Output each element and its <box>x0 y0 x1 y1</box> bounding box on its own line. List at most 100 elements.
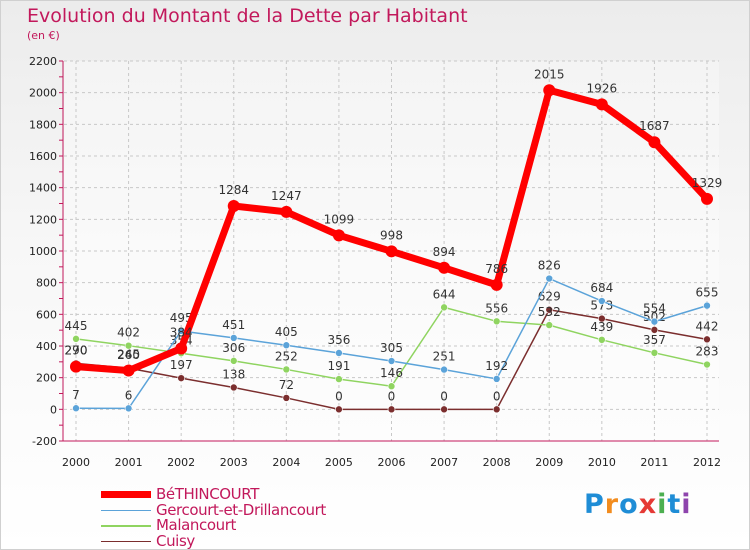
data-label-gercourt-et-drillancourt: 356 <box>327 333 350 347</box>
legend-swatch <box>101 509 151 511</box>
data-point-gercourt-et-drillancourt <box>545 274 554 283</box>
data-label-malancourt: 252 <box>275 349 298 363</box>
data-point-malancourt <box>387 382 396 391</box>
data-point-b-thincourt <box>648 136 661 149</box>
data-label-b-thincourt: 1099 <box>324 212 355 226</box>
logo-letter: x <box>638 489 658 520</box>
y-tick-label: 0 <box>50 403 57 416</box>
data-point-malancourt <box>703 360 711 369</box>
data-point-gercourt-et-drillancourt <box>387 357 396 365</box>
x-tick-label: 2009 <box>535 456 563 469</box>
data-point-cuisy <box>598 314 606 323</box>
data-label-b-thincourt: 786 <box>485 262 508 276</box>
legend-swatch <box>101 540 151 542</box>
data-point-gercourt-et-drillancourt <box>492 375 501 383</box>
y-tick-label: 400 <box>36 340 57 353</box>
data-point-malancourt <box>598 336 606 344</box>
logo-letter: P <box>584 489 605 520</box>
data-label-b-thincourt: 1926 <box>587 81 618 95</box>
legend-label: BéTHINCOURT <box>156 485 259 503</box>
data-point-cuisy <box>545 305 554 314</box>
data-label-malancourt: 532 <box>538 305 561 319</box>
data-label-cuisy: 0 <box>388 389 396 403</box>
data-label-b-thincourt: 1329 <box>692 176 723 190</box>
x-tick-label: 2012 <box>693 456 721 469</box>
data-label-b-thincourt: 1247 <box>271 189 302 203</box>
data-label-cuisy: 260 <box>117 348 140 362</box>
data-label-cuisy: 442 <box>696 319 719 333</box>
data-point-gercourt-et-drillancourt <box>229 334 238 342</box>
data-label-gercourt-et-drillancourt: 826 <box>538 259 561 273</box>
data-point-cuisy <box>229 383 238 392</box>
data-point-b-thincourt <box>332 229 345 242</box>
legend-swatch <box>101 525 151 527</box>
data-label-b-thincourt: 1687 <box>639 119 670 133</box>
data-label-cuisy: 197 <box>170 358 193 372</box>
data-point-gercourt-et-drillancourt <box>703 301 711 310</box>
data-label-b-thincourt: 894 <box>433 245 456 259</box>
data-point-cuisy <box>387 405 396 414</box>
data-point-malancourt <box>492 317 501 326</box>
data-point-malancourt <box>124 341 133 350</box>
data-point-b-thincourt <box>122 364 135 377</box>
x-tick-label: 2003 <box>220 456 248 469</box>
data-label-gercourt-et-drillancourt: 405 <box>275 325 298 339</box>
data-point-malancourt <box>282 365 291 374</box>
data-label-malancourt: 357 <box>643 333 666 347</box>
data-label-gercourt-et-drillancourt: 495 <box>170 311 193 325</box>
data-label-gercourt-et-drillancourt: 251 <box>433 350 456 364</box>
x-tick-label: 2005 <box>325 456 353 469</box>
data-label-cuisy: 290 <box>65 343 88 357</box>
data-point-malancourt <box>440 303 448 312</box>
y-tick-label: 1200 <box>29 213 57 226</box>
data-label-cuisy: 0 <box>493 389 501 403</box>
logo-letter: o <box>619 489 639 520</box>
data-point-gercourt-et-drillancourt <box>335 349 343 357</box>
data-point-b-thincourt <box>438 261 451 274</box>
data-point-b-thincourt <box>701 192 713 205</box>
x-tick-label: 2007 <box>430 456 458 469</box>
data-point-b-thincourt <box>595 98 608 111</box>
y-tick-label: 2000 <box>29 87 57 100</box>
y-tick-label: 800 <box>36 277 57 290</box>
legend-label: Gercourt-et-Drillancourt <box>156 500 326 519</box>
data-point-malancourt <box>650 349 659 357</box>
data-point-cuisy <box>650 326 659 334</box>
data-label-malancourt: 439 <box>590 320 613 334</box>
y-tick-label: 1600 <box>29 150 57 163</box>
data-point-malancourt <box>335 375 343 383</box>
chart-title: Evolution du Montant de la Dette par Hab… <box>27 5 468 27</box>
legend-label: Cuisy <box>156 531 195 550</box>
data-label-malancourt: 556 <box>485 301 508 315</box>
data-point-b-thincourt <box>543 84 556 97</box>
logo-letter: i <box>657 489 668 520</box>
data-label-malancourt: 445 <box>65 319 88 333</box>
data-point-malancourt <box>72 335 80 343</box>
data-point-cuisy <box>440 405 448 414</box>
data-label-b-thincourt: 998 <box>380 228 403 242</box>
data-label-gercourt-et-drillancourt: 451 <box>222 318 245 332</box>
data-point-gercourt-et-drillancourt <box>650 317 659 326</box>
y-tick-label: 600 <box>36 308 57 321</box>
logo-letter: t <box>667 489 682 520</box>
data-label-cuisy: 0 <box>335 389 343 403</box>
legend-label: Malancourt <box>156 516 236 534</box>
data-label-malancourt: 191 <box>327 359 350 373</box>
data-label-gercourt-et-drillancourt: 684 <box>590 281 613 295</box>
proxiti-logo: Proxiti <box>584 489 692 520</box>
data-label-gercourt-et-drillancourt: 655 <box>696 286 719 300</box>
x-tick-label: 2004 <box>272 456 300 469</box>
data-label-gercourt-et-drillancourt: 192 <box>485 359 508 373</box>
data-point-gercourt-et-drillancourt <box>72 404 80 413</box>
data-label-cuisy: 0 <box>440 389 448 403</box>
data-label-malancourt: 644 <box>433 287 456 301</box>
data-label-cuisy: 573 <box>590 299 613 313</box>
data-label-malancourt: 283 <box>696 345 719 359</box>
data-label-gercourt-et-drillancourt: 6 <box>125 388 133 402</box>
legend-swatch <box>101 491 151 498</box>
data-label-malancourt: 402 <box>117 326 140 340</box>
data-label-b-thincourt: 384 <box>170 326 193 340</box>
x-tick-label: 2011 <box>640 456 668 469</box>
